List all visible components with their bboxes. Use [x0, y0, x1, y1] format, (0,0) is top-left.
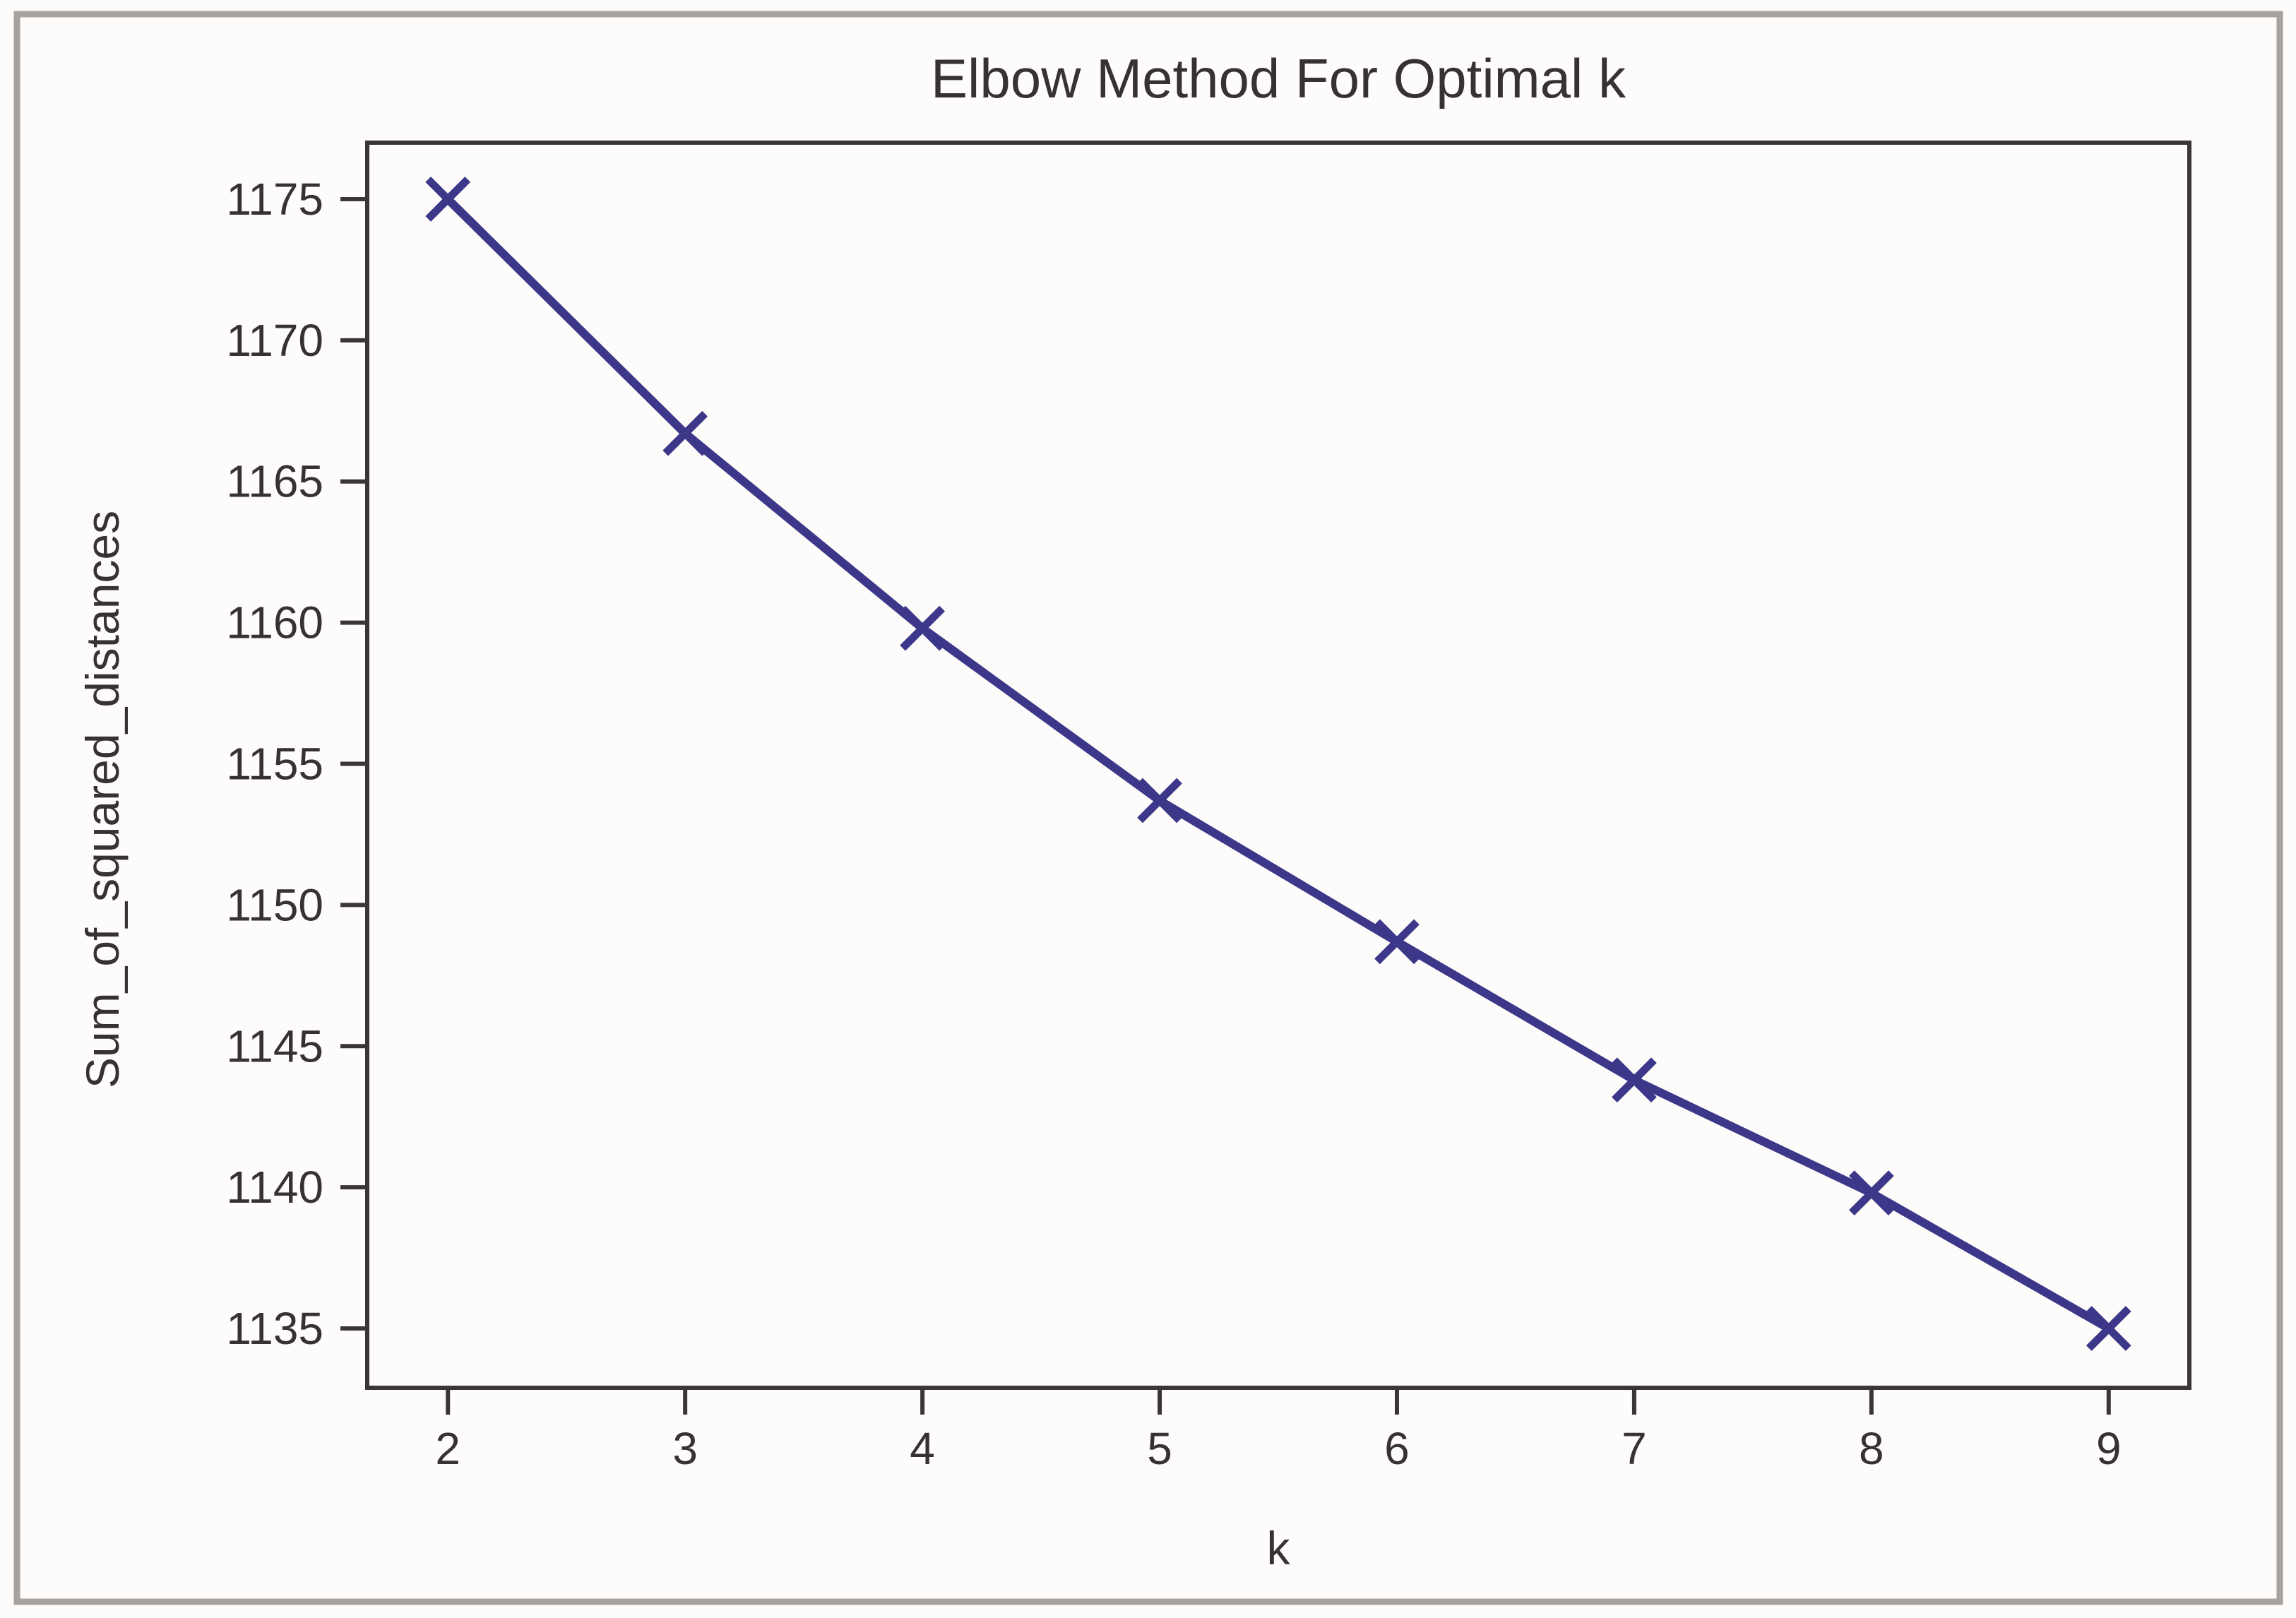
y-axis-ticks: 1135 1140 1145 1150 1155 1160 1165 1170 1175: [226, 174, 367, 1354]
figure-border: [13, 11, 2283, 1605]
data-point-marker: [662, 410, 708, 456]
marker-stroke: [1848, 1170, 1894, 1216]
data-point-marker: [1848, 1170, 1894, 1216]
data-series: [425, 177, 2131, 1351]
x-tick-label: 8: [1859, 1423, 1884, 1474]
marker-stroke: [662, 410, 708, 456]
data-point-marker: [2086, 1306, 2131, 1351]
x-tick-label: 5: [1147, 1423, 1172, 1474]
y-tick-label: 1160: [226, 597, 323, 648]
x-axis-ticks: 2 3 4 5 6 7 8 9: [435, 1388, 2122, 1474]
y-tick-label: 1170: [226, 315, 323, 366]
data-point-marker: [1612, 1057, 1657, 1103]
marker-stroke: [1374, 919, 1420, 965]
y-tick-label: 1140: [226, 1162, 323, 1213]
marker-stroke: [900, 605, 945, 651]
y-tick-label: 1150: [226, 879, 323, 930]
x-tick-label: 4: [910, 1423, 935, 1474]
x-tick-label: 3: [672, 1423, 698, 1474]
data-point-marker: [1137, 778, 1182, 823]
y-axis-label: Sum_of_squared_distances: [76, 511, 129, 1088]
x-tick-label: 7: [1622, 1423, 1647, 1474]
x-tick-label: 9: [2096, 1423, 2122, 1474]
y-tick-label: 1155: [226, 739, 323, 790]
y-tick-label: 1165: [226, 456, 323, 507]
data-point-marker: [1374, 919, 1420, 965]
y-tick-label: 1175: [226, 174, 323, 225]
series-line: [444, 196, 2111, 1333]
chart-title: Elbow Method For Optimal k: [931, 47, 1626, 109]
marker-stroke: [1137, 778, 1182, 823]
y-tick-label: 1145: [226, 1021, 323, 1071]
marker-stroke: [425, 177, 471, 222]
marker-stroke: [1612, 1057, 1657, 1103]
x-tick-label: 2: [435, 1423, 460, 1474]
plot-area: [365, 141, 2191, 1390]
y-tick-label: 1135: [226, 1303, 323, 1354]
data-point-marker: [425, 177, 471, 222]
marker-stroke: [2086, 1306, 2131, 1351]
x-axis-label: k: [1267, 1522, 1291, 1574]
x-tick-label: 6: [1384, 1423, 1410, 1474]
data-point-marker: [900, 605, 945, 651]
